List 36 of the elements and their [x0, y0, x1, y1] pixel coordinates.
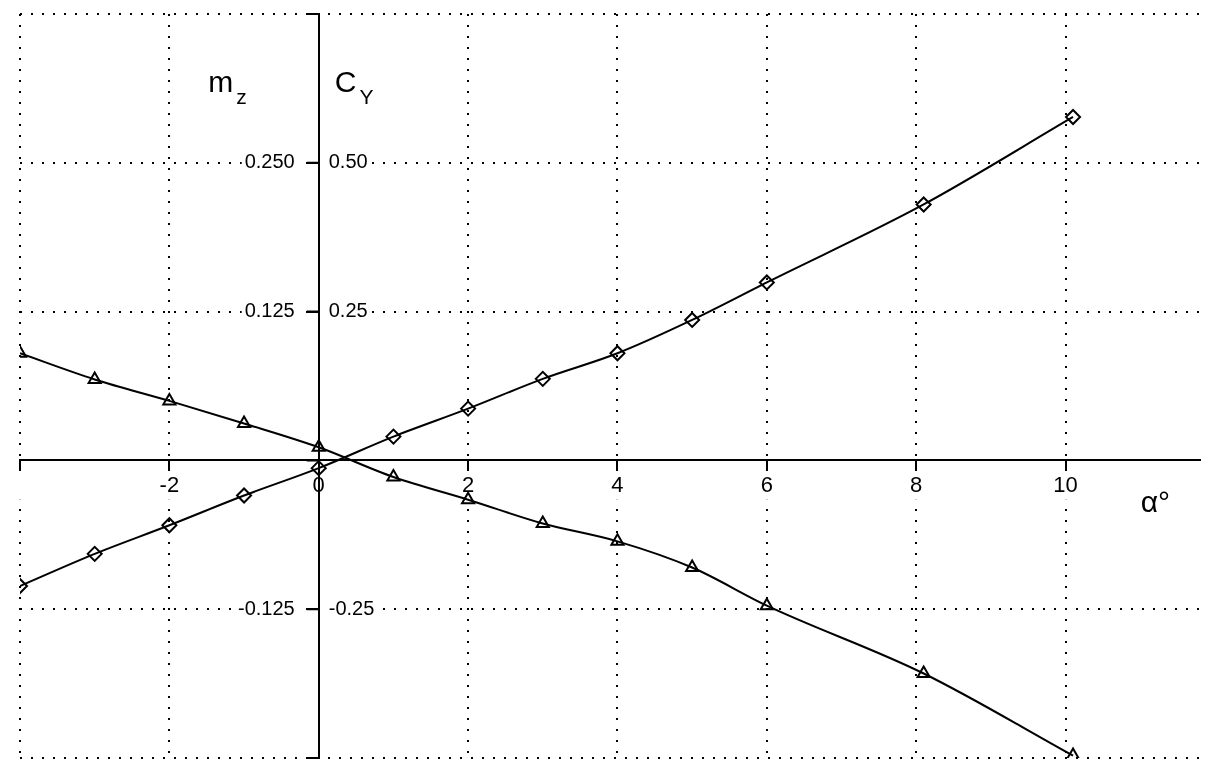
point — [87, 371, 102, 384]
point — [461, 491, 476, 505]
point — [162, 392, 177, 406]
point — [684, 311, 701, 328]
x-axis-title: α° — [1140, 484, 1170, 518]
x-tick-label: 10 — [1053, 471, 1078, 497]
x-tick-label: 6 — [760, 471, 773, 497]
x-tick-label: 4 — [611, 471, 624, 497]
point — [236, 415, 252, 428]
y2-tick-label: -0.125 — [238, 596, 295, 619]
point — [310, 460, 327, 477]
x-tick-label: 2 — [461, 471, 475, 497]
point — [535, 515, 550, 528]
point — [311, 439, 326, 452]
point — [759, 597, 774, 611]
y-tick-label: -0.25 — [328, 596, 375, 619]
point — [610, 533, 625, 546]
y2-tick-label: 0.250 — [244, 150, 295, 173]
y2-tick-label: 0.125 — [244, 299, 295, 322]
point — [915, 196, 932, 213]
point — [916, 665, 931, 678]
point — [534, 370, 551, 387]
point — [386, 469, 401, 482]
point — [460, 400, 477, 417]
point — [236, 487, 253, 504]
point — [385, 428, 402, 445]
x-tick-label: -2 — [159, 471, 180, 497]
point — [86, 545, 103, 562]
point — [758, 274, 775, 291]
point — [1065, 108, 1082, 125]
point — [161, 517, 178, 534]
y-tick-label: 0.25 — [328, 299, 368, 322]
x-tick-label: 8 — [910, 471, 923, 497]
point — [609, 345, 626, 362]
point — [685, 559, 700, 573]
y-tick-label: 0.50 — [328, 150, 368, 173]
